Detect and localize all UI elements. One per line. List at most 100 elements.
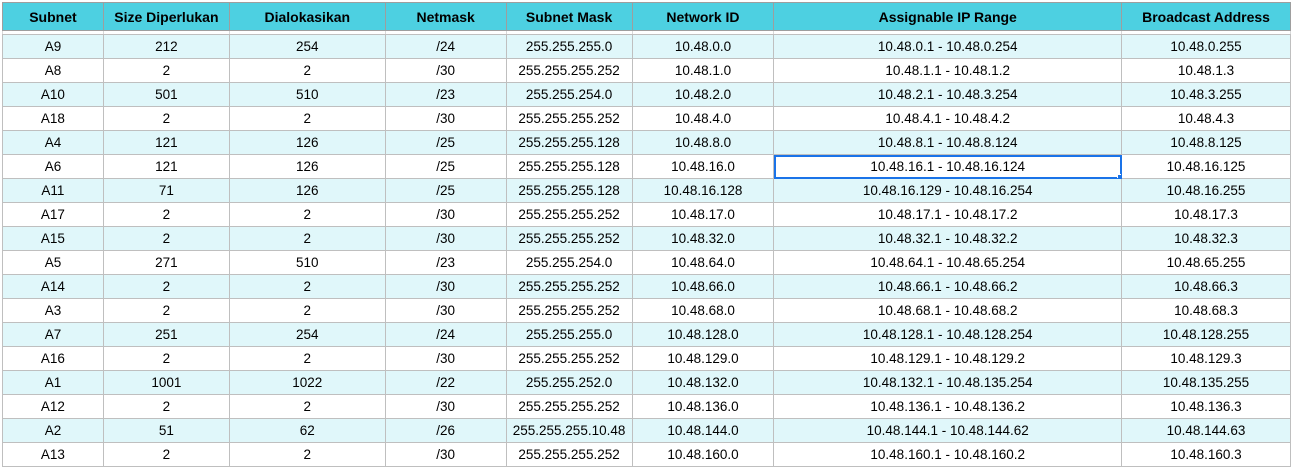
- cell-size-diperlukan[interactable]: 2: [102, 274, 230, 299]
- cell-assignable-ip-range[interactable]: 10.48.0.1 - 10.48.0.254: [773, 34, 1123, 59]
- cell-broadcast-address[interactable]: 10.48.32.3: [1121, 226, 1291, 251]
- cell-size-diperlukan[interactable]: 212: [102, 34, 230, 59]
- cell-assignable-ip-range[interactable]: 10.48.160.1 - 10.48.160.2: [773, 442, 1123, 467]
- cell-size-diperlukan[interactable]: 2: [102, 346, 230, 371]
- cell-subnet[interactable]: A11: [2, 178, 104, 203]
- cell-network-id[interactable]: 10.48.16.0: [631, 154, 775, 179]
- cell-subnet[interactable]: A5: [2, 250, 104, 275]
- cell-assignable-ip-range[interactable]: 10.48.16.129 - 10.48.16.254: [773, 178, 1123, 203]
- cell-assignable-ip-range[interactable]: 10.48.1.1 - 10.48.1.2: [773, 58, 1123, 83]
- cell-netmask[interactable]: /30: [384, 346, 507, 371]
- cell-subnet[interactable]: A17: [2, 202, 104, 227]
- cell-broadcast-address[interactable]: 10.48.160.3: [1121, 442, 1291, 467]
- cell-dialokasikan[interactable]: 2: [228, 394, 386, 419]
- cell-dialokasikan[interactable]: 254: [228, 34, 386, 59]
- header-subnet[interactable]: Subnet: [2, 2, 104, 31]
- cell-subnet-mask[interactable]: 255.255.255.10.48: [505, 418, 633, 443]
- cell-broadcast-address[interactable]: 10.48.16.125: [1121, 154, 1291, 179]
- cell-subnet-mask[interactable]: 255.255.255.252: [505, 298, 633, 323]
- cell-netmask[interactable]: /24: [384, 322, 507, 347]
- cell-subnet-mask[interactable]: 255.255.255.252: [505, 394, 633, 419]
- selected-cell[interactable]: 10.48.16.1 - 10.48.16.124: [773, 154, 1123, 179]
- cell-subnet[interactable]: A12: [2, 394, 104, 419]
- cell-subnet-mask[interactable]: 255.255.255.252: [505, 274, 633, 299]
- cell-subnet-mask[interactable]: 255.255.255.252: [505, 346, 633, 371]
- cell-subnet-mask[interactable]: 255.255.254.0: [505, 82, 633, 107]
- cell-network-id[interactable]: 10.48.129.0: [631, 346, 775, 371]
- cell-dialokasikan[interactable]: 254: [228, 322, 386, 347]
- cell-netmask[interactable]: /24: [384, 34, 507, 59]
- cell-subnet[interactable]: A16: [2, 346, 104, 371]
- cell-netmask[interactable]: /26: [384, 418, 507, 443]
- cell-netmask[interactable]: /30: [384, 274, 507, 299]
- cell-dialokasikan[interactable]: 126: [228, 154, 386, 179]
- cell-broadcast-address[interactable]: 10.48.1.3: [1121, 58, 1291, 83]
- cell-broadcast-address[interactable]: 10.48.144.63: [1121, 418, 1291, 443]
- cell-subnet[interactable]: A3: [2, 298, 104, 323]
- cell-subnet[interactable]: A9: [2, 34, 104, 59]
- cell-assignable-ip-range[interactable]: 10.48.68.1 - 10.48.68.2: [773, 298, 1123, 323]
- cell-dialokasikan[interactable]: 2: [228, 202, 386, 227]
- cell-subnet-mask[interactable]: 255.255.255.128: [505, 130, 633, 155]
- cell-network-id[interactable]: 10.48.4.0: [631, 106, 775, 131]
- cell-network-id[interactable]: 10.48.17.0: [631, 202, 775, 227]
- cell-subnet[interactable]: A7: [2, 322, 104, 347]
- header-size-diperlukan[interactable]: Size Diperlukan: [102, 2, 230, 31]
- cell-netmask[interactable]: /22: [384, 370, 507, 395]
- header-dialokasikan[interactable]: Dialokasikan: [228, 2, 386, 31]
- cell-size-diperlukan[interactable]: 271: [102, 250, 230, 275]
- cell-network-id[interactable]: 10.48.128.0: [631, 322, 775, 347]
- cell-netmask[interactable]: /30: [384, 298, 507, 323]
- cell-broadcast-address[interactable]: 10.48.66.3: [1121, 274, 1291, 299]
- header-assignable-ip-range[interactable]: Assignable IP Range: [773, 2, 1123, 31]
- cell-broadcast-address[interactable]: 10.48.4.3: [1121, 106, 1291, 131]
- cell-size-diperlukan[interactable]: 1001: [102, 370, 230, 395]
- cell-broadcast-address[interactable]: 10.48.129.3: [1121, 346, 1291, 371]
- cell-dialokasikan[interactable]: 2: [228, 298, 386, 323]
- cell-network-id[interactable]: 10.48.144.0: [631, 418, 775, 443]
- cell-subnet-mask[interactable]: 255.255.255.252: [505, 226, 633, 251]
- cell-assignable-ip-range[interactable]: 10.48.128.1 - 10.48.128.254: [773, 322, 1123, 347]
- cell-assignable-ip-range[interactable]: 10.48.129.1 - 10.48.129.2: [773, 346, 1123, 371]
- cell-assignable-ip-range[interactable]: 10.48.132.1 - 10.48.135.254: [773, 370, 1123, 395]
- cell-network-id[interactable]: 10.48.68.0: [631, 298, 775, 323]
- cell-network-id[interactable]: 10.48.16.128: [631, 178, 775, 203]
- cell-broadcast-address[interactable]: 10.48.128.255: [1121, 322, 1291, 347]
- cell-dialokasikan[interactable]: 510: [228, 250, 386, 275]
- cell-subnet[interactable]: A6: [2, 154, 104, 179]
- cell-subnet-mask[interactable]: 255.255.255.252: [505, 58, 633, 83]
- cell-network-id[interactable]: 10.48.66.0: [631, 274, 775, 299]
- cell-dialokasikan[interactable]: 2: [228, 346, 386, 371]
- cell-broadcast-address[interactable]: 10.48.0.255: [1121, 34, 1291, 59]
- header-broadcast-address[interactable]: Broadcast Address: [1121, 2, 1291, 31]
- cell-netmask[interactable]: /25: [384, 130, 507, 155]
- cell-assignable-ip-range[interactable]: 10.48.2.1 - 10.48.3.254: [773, 82, 1123, 107]
- cell-size-diperlukan[interactable]: 121: [102, 130, 230, 155]
- cell-subnet-mask[interactable]: 255.255.254.0: [505, 250, 633, 275]
- cell-network-id[interactable]: 10.48.2.0: [631, 82, 775, 107]
- cell-subnet-mask[interactable]: 255.255.252.0: [505, 370, 633, 395]
- cell-subnet-mask[interactable]: 255.255.255.252: [505, 106, 633, 131]
- cell-broadcast-address[interactable]: 10.48.65.255: [1121, 250, 1291, 275]
- cell-size-diperlukan[interactable]: 2: [102, 106, 230, 131]
- cell-size-diperlukan[interactable]: 71: [102, 178, 230, 203]
- cell-size-diperlukan[interactable]: 2: [102, 442, 230, 467]
- cell-netmask[interactable]: /25: [384, 178, 507, 203]
- cell-assignable-ip-range[interactable]: 10.48.8.1 - 10.48.8.124: [773, 130, 1123, 155]
- cell-subnet[interactable]: A1: [2, 370, 104, 395]
- cell-broadcast-address[interactable]: 10.48.17.3: [1121, 202, 1291, 227]
- cell-size-diperlukan[interactable]: 251: [102, 322, 230, 347]
- cell-assignable-ip-range[interactable]: 10.48.32.1 - 10.48.32.2: [773, 226, 1123, 251]
- cell-assignable-ip-range[interactable]: 10.48.17.1 - 10.48.17.2: [773, 202, 1123, 227]
- cell-size-diperlukan[interactable]: 51: [102, 418, 230, 443]
- cell-size-diperlukan[interactable]: 2: [102, 394, 230, 419]
- cell-subnet-mask[interactable]: 255.255.255.252: [505, 442, 633, 467]
- fill-handle[interactable]: [1117, 174, 1121, 178]
- cell-network-id[interactable]: 10.48.0.0: [631, 34, 775, 59]
- cell-dialokasikan[interactable]: 126: [228, 130, 386, 155]
- cell-dialokasikan[interactable]: 126: [228, 178, 386, 203]
- cell-netmask[interactable]: /30: [384, 58, 507, 83]
- cell-size-diperlukan[interactable]: 121: [102, 154, 230, 179]
- cell-netmask[interactable]: /23: [384, 82, 507, 107]
- cell-network-id[interactable]: 10.48.136.0: [631, 394, 775, 419]
